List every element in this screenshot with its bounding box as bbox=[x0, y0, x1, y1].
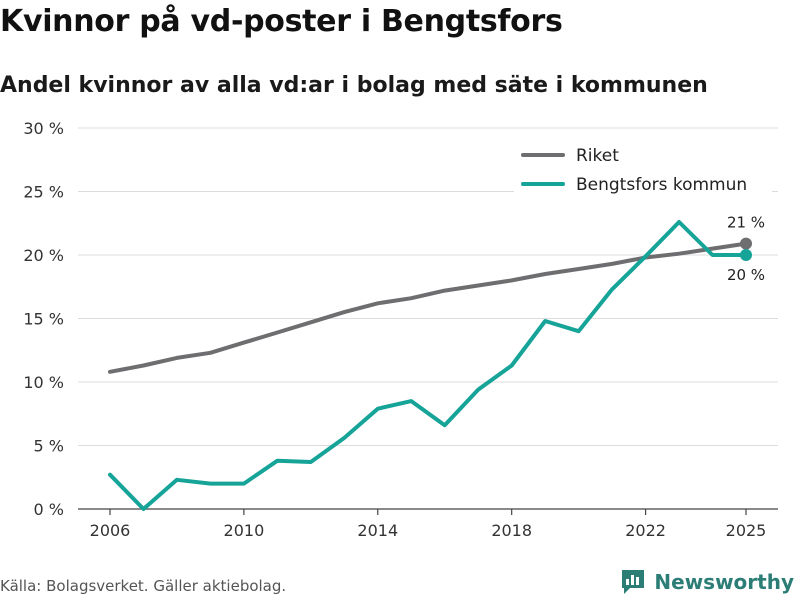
gridlines bbox=[78, 127, 778, 510]
data-labels: 21 % 20 % bbox=[727, 214, 765, 284]
y-tick-label: 20 % bbox=[23, 246, 64, 265]
newsworthy-logo-icon bbox=[622, 570, 645, 594]
y-tick-label: 25 % bbox=[23, 183, 64, 202]
legend: Riket Bengtsfors kommun bbox=[514, 138, 772, 198]
chart-title: Kvinnor på vd-poster i Bengtsfors bbox=[0, 4, 563, 39]
end-value-label: 21 % bbox=[727, 214, 765, 232]
brand[interactable]: Newsworthy bbox=[620, 568, 794, 596]
y-tick-label: 30 % bbox=[23, 119, 64, 138]
series-line-bengtsfors bbox=[108, 220, 748, 511]
source-note: Källa: Bolagsverket. Gäller aktiebolag. bbox=[0, 577, 287, 595]
x-tick-label: 2022 bbox=[625, 521, 666, 540]
chart-subtitle: Andel kvinnor av alla vd:ar i bolag med … bbox=[0, 73, 708, 98]
axes: 0 % 5 % 10 % 15 % 20 % 25 % 30 % 2006 2010 2014 20… bbox=[23, 119, 766, 540]
legend-label: Bengtsfors kommun bbox=[576, 175, 747, 195]
y-tick-label: 0 % bbox=[34, 500, 64, 519]
x-tick-label: 2006 bbox=[90, 521, 131, 540]
x-tick-label: 2018 bbox=[491, 521, 532, 540]
x-tick-label: 2025 bbox=[726, 521, 767, 540]
legend-label: Riket bbox=[576, 146, 619, 166]
series-end-marker bbox=[740, 237, 752, 250]
series-end-marker bbox=[740, 249, 752, 261]
x-tick-label: 2010 bbox=[224, 521, 265, 540]
x-tick-label: 2014 bbox=[357, 521, 398, 540]
y-tick-label: 10 % bbox=[23, 373, 64, 392]
end-value-label: 20 % bbox=[727, 266, 765, 284]
legend-background bbox=[514, 138, 772, 198]
series bbox=[108, 220, 752, 511]
y-tick-label: 15 % bbox=[23, 310, 64, 329]
y-tick-label: 5 % bbox=[34, 437, 64, 456]
brand-name: Newsworthy bbox=[654, 570, 794, 594]
series-line-riket bbox=[108, 241, 748, 374]
